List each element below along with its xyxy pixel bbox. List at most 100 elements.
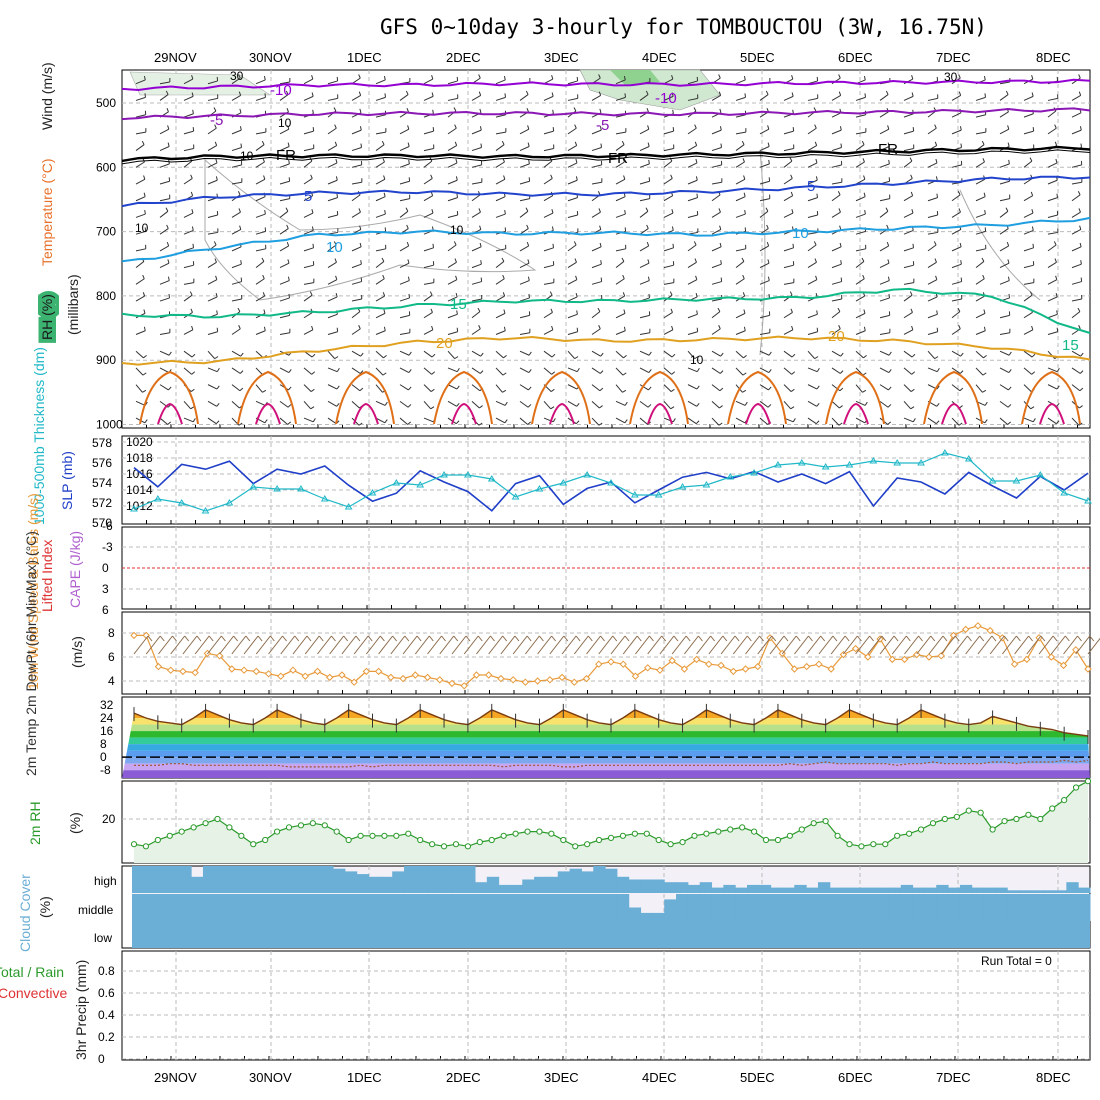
wind-barb xyxy=(351,129,362,135)
wind-barb xyxy=(958,325,961,330)
wind-barb xyxy=(183,367,192,375)
rh2m-point xyxy=(1084,778,1092,785)
cloud-high-bar xyxy=(262,866,275,893)
wind-barb xyxy=(166,224,169,229)
rh2m-point xyxy=(1072,784,1080,791)
wind-barb xyxy=(711,281,722,285)
wind-barb xyxy=(519,417,528,425)
wind10-point xyxy=(1072,646,1080,654)
thickness-point xyxy=(774,461,782,468)
wind-barb xyxy=(213,241,217,246)
rh2m-point xyxy=(154,836,161,844)
top-date-6dec: 6DEC xyxy=(838,50,873,65)
wind-barb xyxy=(671,353,676,358)
wind-barb xyxy=(382,158,385,163)
rh-contour xyxy=(959,189,1041,301)
cloud-high-bar xyxy=(735,887,748,893)
surface-wind-barb xyxy=(145,635,161,655)
wind-barb xyxy=(975,384,983,393)
wind10-point xyxy=(484,671,493,679)
wind-barb xyxy=(719,405,723,409)
wind-barb xyxy=(1080,260,1082,265)
cloud-high-bar xyxy=(356,874,370,893)
wind-barb xyxy=(471,350,481,357)
wind-barb xyxy=(759,332,770,335)
thickness-point xyxy=(678,483,687,490)
wind-barb xyxy=(159,367,170,374)
wind-barb xyxy=(207,80,218,85)
wind-barb xyxy=(879,384,889,391)
wind-barb xyxy=(909,291,913,296)
li-tick-0: 0 xyxy=(102,561,109,575)
thickness-tick-570: 570 xyxy=(92,516,112,530)
wind-barb xyxy=(831,112,842,118)
wind-barb xyxy=(214,356,219,360)
precip-tick-0.8: 0.8 xyxy=(98,964,115,978)
wind-barb xyxy=(279,81,290,85)
wind-barb xyxy=(879,280,890,285)
wind-barb xyxy=(471,194,481,202)
surface-wind-barb xyxy=(355,635,361,642)
pressure-tick-500: 500 xyxy=(96,96,116,110)
wind-barb xyxy=(999,417,1008,425)
wind-barb xyxy=(927,197,938,202)
cloud-high-bar xyxy=(498,884,511,893)
wind-barb xyxy=(1005,90,1009,95)
wind-barb xyxy=(375,417,386,424)
isotherm-30 xyxy=(255,402,281,425)
wind-barb xyxy=(975,131,986,135)
wind-barb xyxy=(687,197,698,202)
wind-barb xyxy=(735,196,746,202)
cloud-high-bar xyxy=(463,866,476,893)
wind-barb xyxy=(359,242,362,247)
wind-barb xyxy=(351,400,360,409)
wind-barb xyxy=(255,400,266,406)
wind-barb xyxy=(861,257,865,262)
li-tick--3: -3 xyxy=(102,540,113,554)
wind-barb xyxy=(336,193,339,198)
surface-wind-barb xyxy=(624,635,630,642)
wind-barb xyxy=(375,384,383,393)
wind-barb xyxy=(639,198,650,202)
wind-barb xyxy=(286,107,289,113)
surface-wind-barb xyxy=(477,635,483,642)
wind-barb xyxy=(215,420,220,425)
rh2m-point xyxy=(607,834,615,842)
wind-barb xyxy=(855,131,866,135)
wind-barb xyxy=(207,331,218,335)
wind-barb xyxy=(1008,386,1012,391)
wind-barb xyxy=(813,241,817,246)
surface-wind-barb xyxy=(794,635,809,655)
wind-barb xyxy=(423,130,434,135)
wind-barb xyxy=(838,325,841,330)
rh2m-point xyxy=(536,828,543,835)
wind-barb xyxy=(783,195,793,202)
thickness-point xyxy=(344,503,353,510)
wind-barb xyxy=(576,402,580,407)
rh2m-point xyxy=(858,843,865,850)
wind-barb xyxy=(1032,418,1036,423)
wind-barb xyxy=(239,225,242,230)
slp-tick-1014: 1014 xyxy=(126,483,153,497)
surface-wind-barb xyxy=(172,635,177,642)
wind-barb xyxy=(615,213,626,218)
wind-barb xyxy=(567,127,577,135)
surface-wind-barb xyxy=(781,635,797,655)
pressure-tick-700: 700 xyxy=(96,225,116,239)
wind-barb xyxy=(454,141,458,146)
cloud-high-bar xyxy=(451,866,464,893)
surface-wind-barb xyxy=(881,635,887,642)
wind-barb xyxy=(1071,246,1082,252)
wind-barb xyxy=(207,384,218,390)
wind-barb xyxy=(399,262,410,269)
wind-barb xyxy=(239,370,244,374)
cloud-middle-bar xyxy=(143,894,157,921)
surface-wind-barb xyxy=(194,635,210,655)
isotherm-5 xyxy=(121,175,1091,208)
rh2m-point xyxy=(691,832,698,839)
wind-barb xyxy=(567,400,577,407)
wind-barb xyxy=(279,314,290,319)
cloud-middle-bar xyxy=(1042,894,1056,921)
wind-barb xyxy=(903,229,914,235)
wind-barb xyxy=(207,261,217,269)
